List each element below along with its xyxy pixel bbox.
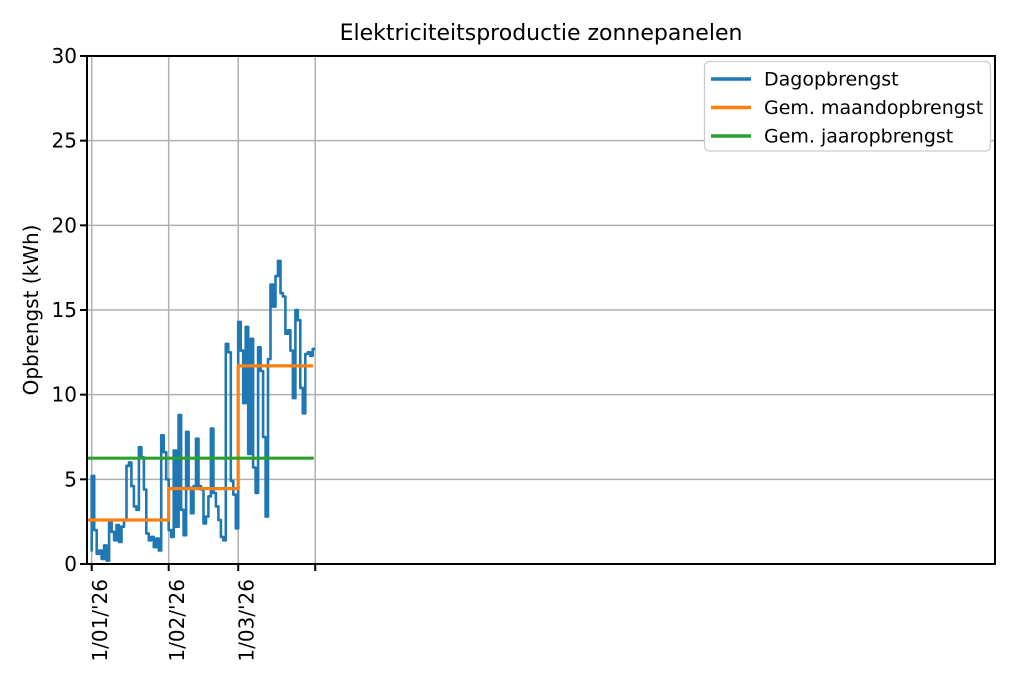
series-lines	[87, 259, 316, 562]
legend-label-dagopbrengst: Dagopbrengst	[764, 69, 899, 91]
y-tick-label: 10	[52, 383, 77, 407]
x-tick-label: 1/01/'26	[88, 579, 112, 662]
series-dagopbrengst-line	[90, 259, 316, 562]
legend-label-maandopbrengst: Gem. maandopbrengst	[764, 97, 983, 119]
y-tick-label: 20	[52, 213, 77, 237]
y-axis-label: Opbrengst (kWh)	[19, 225, 43, 396]
y-tick-label: 15	[52, 298, 77, 322]
legend-box	[703, 60, 992, 152]
tick-labels: 0 5 10 15 20 25 30 1/01/'26 1/02/'26 1/03/'26	[52, 44, 259, 662]
y-tick-label: 30	[52, 44, 77, 68]
y-tick-label: 25	[52, 129, 77, 153]
legend-label-jaaropbrengst: Gem. jaaropbrengst	[764, 126, 953, 148]
legend: Dagopbrengst Gem. maandopbrengst Gem. ja…	[703, 60, 992, 152]
y-tick-label: 5	[64, 467, 77, 491]
chart-title: Elektriciteitsproductie zonnepanelen	[340, 21, 743, 46]
x-tick-label: 1/03/'26	[235, 579, 259, 662]
x-tick-label: 1/02/'26	[165, 579, 189, 662]
y-tick-label: 0	[64, 552, 77, 576]
axes-frame	[80, 55, 996, 571]
series-maandopbrengst-line	[87, 364, 314, 522]
